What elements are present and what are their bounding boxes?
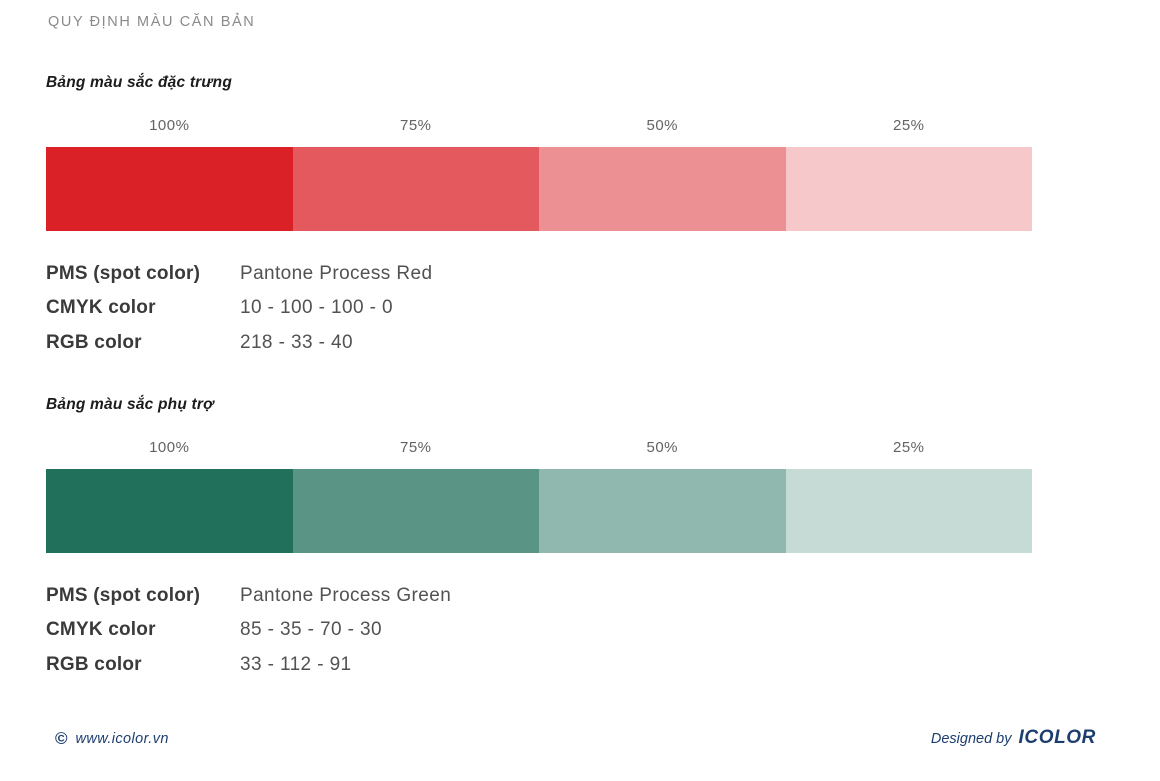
spec-label: PMS (spot color) [46,585,201,606]
color-swatch-50 [539,147,786,231]
color-swatch-25 [785,469,1032,553]
spec-value: Pantone Process Green [240,585,452,606]
page-title: QUY ĐỊNH MÀU CĂN BẢN [48,14,256,30]
spec-row-rgb: RGB color 33 - 112 - 91 [46,648,966,682]
color-swatch-75 [292,147,539,231]
spec-value: Pantone Process Red [240,263,433,284]
auxiliary-palette-subtitle: Bảng màu sắc phụ trợ [46,396,214,413]
auxiliary-tint-percent-row: 100% 75% 50% 25% [46,439,1032,456]
tint-percent-label: 75% [399,117,432,134]
spec-row-cmyk: CMYK color 10 - 100 - 100 - 0 [46,291,966,325]
primary-color-spec-table: PMS (spot color) Pantone Process Red CMY… [46,257,966,360]
spec-label: CMYK color [46,619,156,641]
color-swatch-50 [539,469,786,553]
color-swatch-100 [46,469,293,553]
color-swatch-25 [785,147,1032,231]
spec-value: 218 - 33 - 40 [240,331,353,353]
tint-percent-label: 50% [646,439,679,456]
tint-percent-label: 25% [892,117,925,134]
auxiliary-color-spec-table: PMS (spot color) Pantone Process Green C… [46,579,966,682]
designed-by-credit: Designed by ICOLOR [931,727,1096,749]
spec-row-pms: PMS (spot color) Pantone Process Red [46,257,966,291]
spec-label: RGB color [46,331,142,353]
tint-percent-label: 75% [399,439,432,456]
spec-row-cmyk: CMYK color 85 - 35 - 70 - 30 [46,613,966,647]
spec-label: RGB color [46,653,142,675]
brand-logo-text: ICOLOR [1018,727,1096,748]
spec-value: 10 - 100 - 100 - 0 [240,297,393,319]
website-link[interactable]: © www.icolor.vn [55,730,169,747]
primary-tint-percent-row: 100% 75% 50% 25% [46,117,1032,134]
designed-by-label: Designed by [930,731,1012,747]
tint-percent-label: 50% [646,117,679,134]
color-swatch-75 [292,469,539,553]
tint-percent-label: 25% [892,439,925,456]
primary-palette-subtitle: Bảng màu sắc đặc trưng [46,74,233,91]
spec-label: PMS (spot color) [46,263,201,284]
primary-color-tint-bar [46,147,1032,231]
color-swatch-100 [46,147,293,231]
spec-label: CMYK color [46,297,156,319]
tint-percent-label: 100% [149,439,190,456]
copyright-icon: © [55,729,68,748]
spec-value: 85 - 35 - 70 - 30 [240,619,382,641]
tint-percent-label: 100% [149,117,190,134]
spec-row-pms: PMS (spot color) Pantone Process Green [46,579,966,613]
website-url: www.icolor.vn [75,730,169,747]
auxiliary-color-tint-bar [46,469,1032,553]
spec-row-rgb: RGB color 218 - 33 - 40 [46,326,966,360]
spec-value: 33 - 112 - 91 [240,653,352,675]
